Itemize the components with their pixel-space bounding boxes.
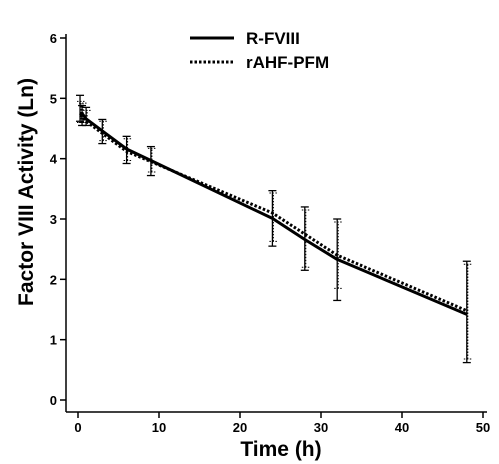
y-tick-label: 3 (50, 212, 57, 227)
x-tick-label: 50 (476, 420, 490, 435)
x-tick-label: 20 (233, 420, 247, 435)
error-bars (76, 94, 472, 364)
y-tick-label: 5 (50, 91, 57, 106)
legend-label: rAHF-PFM (246, 53, 329, 72)
x-tick-label: 40 (395, 420, 409, 435)
series-lines (79, 111, 468, 316)
legend-label: R-FVIII (246, 29, 300, 48)
series-line-r-fviii (79, 111, 468, 316)
y-tick-label: 1 (50, 333, 57, 348)
y-tick-label: 0 (50, 393, 57, 408)
axes: 0 1 2 3 4 5 6 0 10 20 30 40 50 (50, 31, 490, 435)
y-axis-title: Factor VIII Activity (Ln) (15, 78, 38, 306)
x-tick-label: 30 (314, 420, 328, 435)
x-tick-label: 10 (152, 420, 166, 435)
x-axis-title: Time (h) (240, 438, 321, 461)
y-tick-label: 6 (50, 31, 57, 46)
x-tick-label: 0 (74, 420, 81, 435)
legend: R-FVIII rAHF-PFM (190, 29, 329, 72)
y-tick-label: 4 (50, 152, 58, 167)
y-tick-label: 2 (50, 272, 57, 287)
series-line-rahf-pfm (79, 113, 468, 313)
